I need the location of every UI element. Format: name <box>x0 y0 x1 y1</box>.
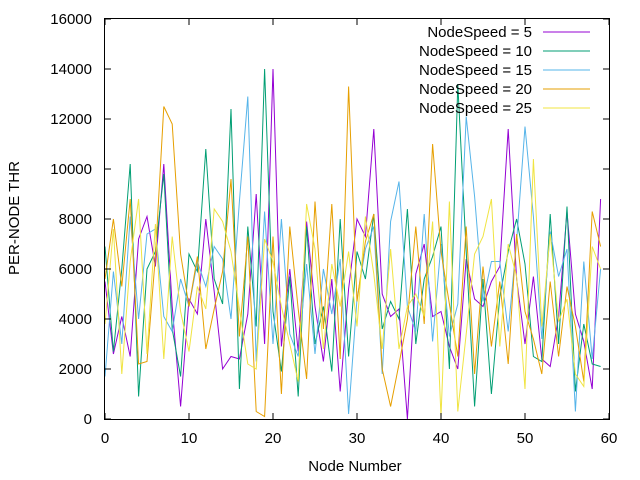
y-tick-label: 2000 <box>59 361 92 378</box>
y-tick-label: 6000 <box>59 261 92 278</box>
legend: NodeSpeed = 5 NodeSpeed = 10 NodeSpeed = 1… <box>419 24 590 117</box>
y-axis-label: PER-NODE THR <box>6 161 23 275</box>
plot-frame <box>104 18 610 420</box>
legend-label-2: NodeSpeed = 10 <box>419 43 532 60</box>
y-tick-label: 0 <box>84 411 92 428</box>
x-tick-label: 20 <box>265 430 282 447</box>
legend-label-4: NodeSpeed = 20 <box>419 81 532 98</box>
y-tick-label: 16000 <box>50 11 92 28</box>
legend-label-1: NodeSpeed = 5 <box>427 24 532 41</box>
x-axis-label: Node Number <box>308 458 401 475</box>
x-tick-label: 10 <box>181 430 198 447</box>
series-line-3 <box>104 96 602 415</box>
legend-label-3: NodeSpeed = 15 <box>419 62 532 79</box>
legend-label-5: NodeSpeed = 25 <box>419 100 532 117</box>
x-tick-label: 0 <box>101 430 109 447</box>
y-tick-label: 14000 <box>50 61 92 78</box>
ticks-layer: 0 10 20 30 40 50 60 0 2000 4000 6000 8000 10000 12000… <box>50 11 617 447</box>
y-tick-label: 12000 <box>50 111 92 128</box>
x-tick-label: 40 <box>433 430 450 447</box>
y-tick-label: 4000 <box>59 311 92 328</box>
series-line-5 <box>104 158 602 417</box>
x-tick-label: 50 <box>517 430 534 447</box>
x-tick-label: 30 <box>349 430 366 447</box>
series-layer <box>104 68 602 420</box>
x-tick-label: 60 <box>601 430 618 447</box>
series-line-4 <box>104 86 602 418</box>
y-tick-label: 8000 <box>59 211 92 228</box>
y-tick-label: 10000 <box>50 161 92 178</box>
